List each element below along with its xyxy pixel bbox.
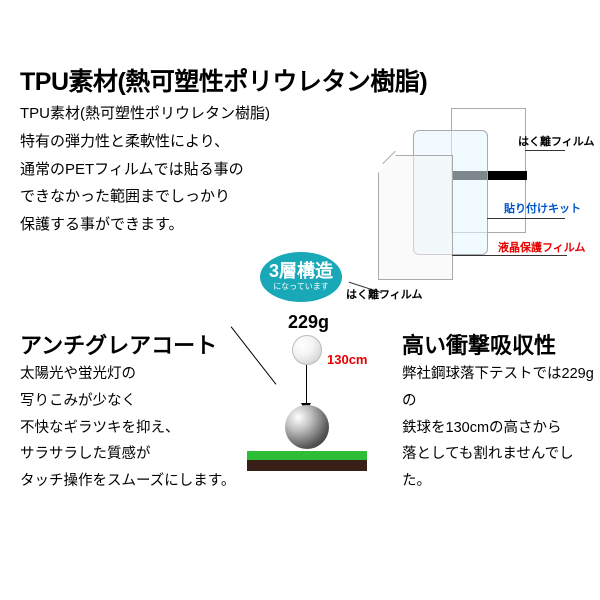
weight-label: 229g — [288, 312, 329, 333]
main-title: TPU素材(熱可塑性ポリウレタン樹脂) — [20, 62, 427, 98]
impact-title: 高い衝撃吸収性 — [402, 328, 556, 360]
pointer-line — [231, 326, 277, 384]
callout-line — [525, 150, 565, 151]
platform-surface — [247, 451, 367, 460]
desc-line: TPU素材(熱可塑性ポリウレタン樹脂) — [20, 105, 270, 122]
steel-ball-icon — [285, 405, 329, 449]
platform-base — [247, 460, 367, 471]
label-release-film-top: はく離フィルム — [518, 133, 595, 149]
desc-line: 落としても割れませんでした。 — [402, 446, 574, 489]
callout-line — [487, 218, 565, 219]
desc-line: タッチ操作をスムーズにします。 — [20, 473, 235, 489]
antiglare-title: アンチグレアコート — [20, 328, 217, 360]
callout-line — [452, 255, 567, 256]
height-label: 130cm — [327, 352, 367, 367]
antiglare-description: 太陽光や蛍光灯の 写りこみが少なく 不快なギラツキを抑え、 サラサラした質感が … — [20, 361, 235, 495]
desc-line: 特有の弾力性と柔軟性により、 — [20, 133, 229, 150]
desc-line: 太陽光や蛍光灯の — [20, 366, 136, 382]
desc-line: 鉄球を130cmの高さから — [402, 420, 562, 436]
layer-badge: 3層構造 になっています — [260, 252, 342, 302]
badge-main-text: 3層構造 — [269, 262, 333, 280]
badge-sub-text: になっています — [273, 281, 329, 292]
film-front-card — [378, 155, 453, 280]
desc-line: 弊社鋼球落下テストでは229gの — [402, 366, 594, 409]
label-attach-kit: 貼り付けキット — [504, 200, 581, 216]
impact-description: 弊社鋼球落下テストでは229gの 鉄球を130cmの高さから 落としても割れませ… — [402, 361, 600, 495]
label-release-film-bottom: はく離フィルム — [346, 286, 423, 302]
desc-line: 不快なギラツキを抑え、 — [20, 420, 180, 436]
drop-arrow-line — [306, 365, 307, 407]
main-description: TPU素材(熱可塑性ポリウレタン樹脂) 特有の弾力性と柔軟性により、 通常のPE… — [20, 100, 270, 239]
desc-line: 保護する事ができます。 — [20, 216, 184, 233]
ball-top-icon — [292, 335, 322, 365]
desc-line: できなかった範囲までしっかり — [20, 188, 230, 205]
desc-line: サラサラした質感が — [20, 446, 151, 462]
desc-line: 通常のPETフィルムでは貼る事の — [20, 161, 244, 178]
desc-line: 写りこみが少なく — [20, 393, 136, 409]
label-lcd-film: 液晶保護フィルム — [498, 239, 586, 255]
